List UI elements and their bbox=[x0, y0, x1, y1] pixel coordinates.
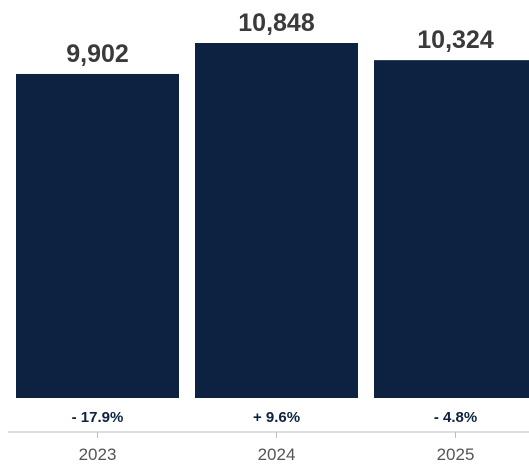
change-label-2025: - 4.8% bbox=[434, 409, 477, 426]
bar-2025 bbox=[374, 60, 529, 399]
value-label-2024: 10,848 bbox=[238, 9, 315, 37]
value-label-2023: 9,902 bbox=[66, 40, 129, 68]
x-tick-labels-group: 2023 2024 2025 bbox=[79, 432, 475, 464]
x-tick-label-2023: 2023 bbox=[79, 445, 117, 464]
change-label-2024: + 9.6% bbox=[253, 409, 300, 426]
x-tick-label-2025: 2025 bbox=[437, 445, 475, 464]
bars-group bbox=[16, 43, 529, 399]
change-labels-group: - 17.9% + 9.6% - 4.8% bbox=[72, 409, 478, 426]
bar-2023 bbox=[16, 73, 179, 399]
change-label-2023: - 17.9% bbox=[72, 409, 124, 426]
value-labels-group: 9,902 10,848 10,324 bbox=[66, 9, 494, 68]
bar-2024 bbox=[195, 43, 358, 398]
x-tick-label-2024: 2024 bbox=[258, 445, 296, 464]
value-label-2025: 10,324 bbox=[417, 26, 494, 54]
